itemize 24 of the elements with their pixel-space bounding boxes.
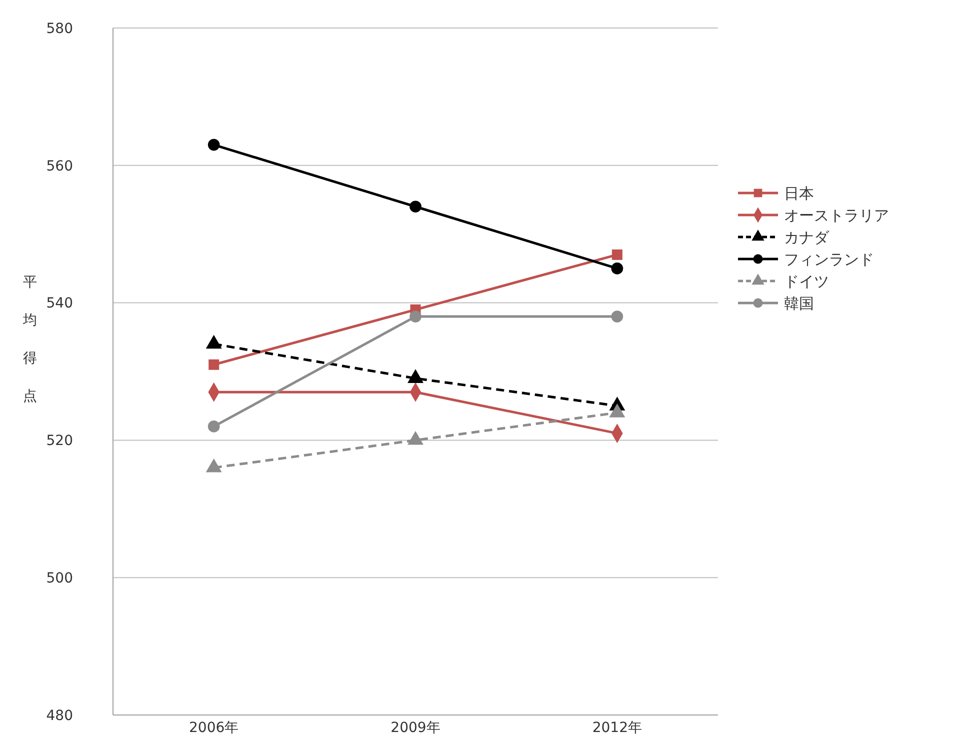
y-tick-label: 560 [46, 158, 73, 174]
y-tick-label: 520 [46, 433, 73, 450]
point [410, 310, 422, 322]
y-tick-label: 500 [46, 570, 73, 586]
x-tick-label: 2006年 [189, 720, 239, 736]
point [611, 310, 624, 322]
point [410, 200, 422, 213]
legend-label: 日本 [784, 184, 814, 202]
point [612, 249, 622, 260]
y-tick-label: 480 [46, 708, 73, 724]
y-tick-label: 580 [46, 20, 73, 37]
legend-label: 韓国 [784, 294, 814, 312]
y-tick-label: 540 [46, 296, 73, 312]
point [208, 138, 220, 151]
x-tick-label: 2012年 [592, 720, 642, 736]
point [208, 359, 220, 370]
point [611, 262, 624, 274]
legend-label: フィンランド [784, 250, 874, 268]
point [208, 420, 220, 432]
legend-label: オーストラリア [784, 206, 889, 224]
legend-label: カナダ [784, 228, 830, 246]
text: 平均得点 [23, 274, 37, 404]
legend-label: ドイツ [784, 272, 829, 290]
x-tick-label: 2009年 [390, 720, 440, 736]
